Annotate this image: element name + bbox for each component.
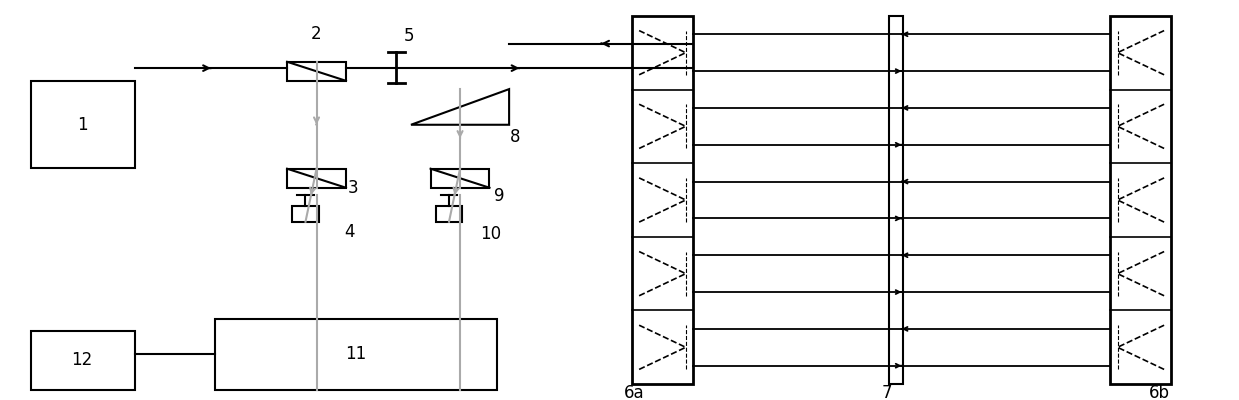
Text: 7: 7 — [882, 384, 892, 400]
Text: 11: 11 — [346, 346, 367, 364]
Text: 9: 9 — [494, 187, 504, 205]
Bar — [292, 206, 318, 222]
Bar — [632, 16, 693, 384]
Bar — [1110, 16, 1172, 384]
Text: 1: 1 — [77, 116, 88, 134]
Text: 3: 3 — [348, 179, 358, 197]
Bar — [287, 62, 346, 81]
Bar — [431, 169, 489, 188]
Bar — [31, 81, 135, 168]
Text: 6a: 6a — [624, 384, 644, 400]
Text: 6b: 6b — [1149, 384, 1170, 400]
Text: 10: 10 — [481, 225, 502, 243]
Bar — [31, 331, 135, 390]
Bar — [214, 319, 497, 390]
Text: 4: 4 — [344, 223, 354, 241]
Text: 5: 5 — [403, 27, 414, 45]
Text: 12: 12 — [72, 351, 93, 369]
Bar — [890, 16, 903, 384]
Text: 8: 8 — [510, 128, 520, 146]
Text: 2: 2 — [311, 25, 322, 43]
Bar — [436, 206, 462, 222]
Bar — [287, 169, 346, 188]
